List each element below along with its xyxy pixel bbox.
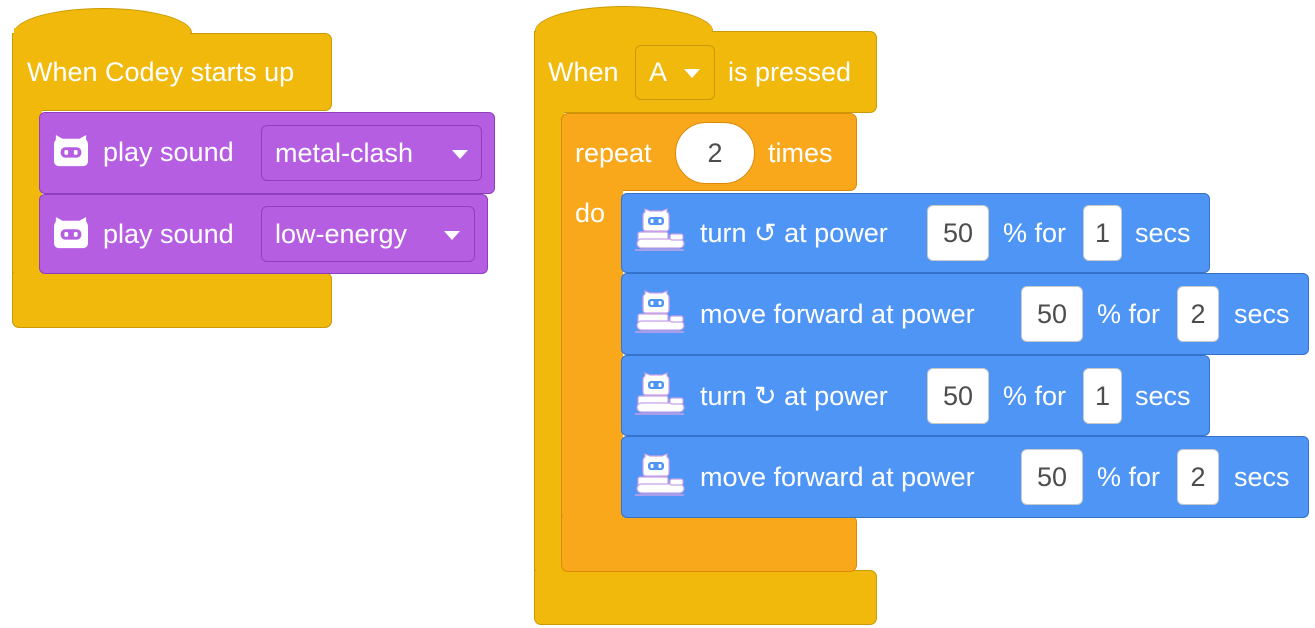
power-input[interactable]: 50 — [927, 205, 989, 261]
seconds-input[interactable]: 2 — [1177, 286, 1219, 342]
rotate-counterclockwise-icon: ↺ — [754, 218, 777, 248]
do-label: do — [575, 198, 606, 228]
event-wrap-bottom — [534, 570, 877, 625]
percent-for-label: % for — [1003, 381, 1067, 411]
play-sound-label: play sound — [103, 219, 234, 249]
event-wrap-fill — [13, 105, 42, 280]
codey-robot-icon — [52, 134, 90, 168]
sound-dropdown-value: low-energy — [275, 218, 408, 249]
button-dropdown-value: A — [649, 57, 668, 87]
percent-for-label: % for — [1097, 299, 1161, 329]
times-label: times — [768, 138, 833, 168]
secs-label: secs — [1234, 462, 1290, 492]
rocky-rover-icon — [634, 372, 686, 416]
sound-dropdown-2[interactable]: low-energy — [261, 206, 475, 262]
power-input[interactable]: 50 — [1021, 449, 1083, 505]
chevron-down-icon — [452, 150, 468, 159]
move-forward-label: move forward at power — [700, 462, 975, 492]
play-sound-label: play sound — [103, 137, 234, 167]
chevron-down-icon — [444, 231, 460, 240]
secs-label: secs — [1135, 381, 1191, 411]
is-pressed-label: is pressed — [728, 57, 852, 87]
hat-join — [13, 28, 190, 40]
secs-label: secs — [1234, 299, 1290, 329]
repeat-count-input[interactable]: 2 — [675, 122, 755, 184]
move-forward-label: move forward at power — [700, 299, 975, 329]
event-hat-block[interactable] — [12, 33, 332, 111]
event-wrap-bottom — [12, 272, 332, 328]
chevron-down-icon — [684, 69, 700, 78]
turn-label: turn ↺ at power — [700, 218, 888, 248]
rocky-rover-icon — [634, 453, 686, 497]
sound-dropdown-value: metal-clash — [275, 137, 414, 168]
rocky-rover-icon — [634, 208, 686, 252]
percent-for-label: % for — [1097, 462, 1161, 492]
rotate-clockwise-icon: ↻ — [754, 381, 777, 411]
power-input[interactable]: 50 — [1021, 286, 1083, 342]
codey-robot-icon — [52, 216, 90, 250]
turn-label: turn ↻ at power — [700, 381, 888, 411]
seconds-input[interactable]: 1 — [1083, 205, 1122, 261]
sound-dropdown-1[interactable]: metal-clash — [261, 125, 482, 181]
button-dropdown[interactable]: A — [635, 45, 715, 100]
secs-label: secs — [1135, 218, 1191, 248]
hat-title: When Codey starts up — [27, 57, 295, 87]
repeat-wrap-fill — [562, 185, 623, 525]
percent-for-label: % for — [1003, 218, 1067, 248]
rocky-rover-icon — [634, 290, 686, 334]
repeat-label: repeat — [575, 138, 652, 168]
seconds-input[interactable]: 1 — [1083, 368, 1122, 424]
seconds-input[interactable]: 2 — [1177, 449, 1219, 505]
hat-join — [536, 26, 712, 38]
event-wrap-fill — [535, 105, 564, 575]
when-label: When — [548, 57, 619, 87]
power-input[interactable]: 50 — [927, 368, 989, 424]
